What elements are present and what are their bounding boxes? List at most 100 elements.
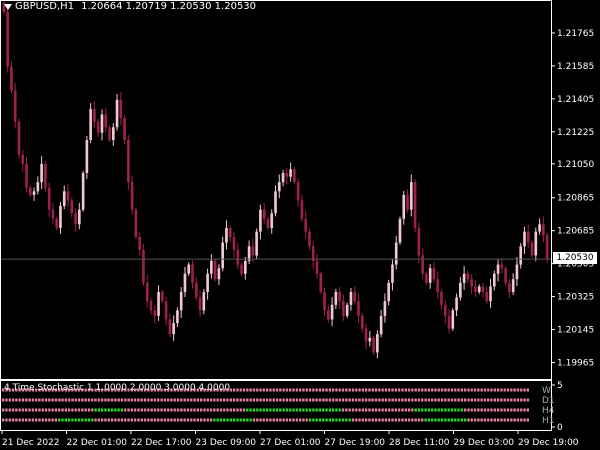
stoch-dot xyxy=(15,408,18,412)
candle-bull xyxy=(349,292,353,305)
stoch-dot xyxy=(520,408,523,412)
stoch-dot xyxy=(355,408,358,412)
stoch-dot xyxy=(440,408,444,412)
stoch-dot xyxy=(137,408,140,412)
candle-bull xyxy=(277,182,281,192)
stoch-dot xyxy=(249,418,252,422)
candle-bear xyxy=(21,154,25,164)
stoch-dot xyxy=(173,408,176,412)
price-tick-label: 1.21405 xyxy=(557,95,594,105)
candle-bear xyxy=(251,246,255,256)
price-tick-label: 1.20145 xyxy=(557,326,594,336)
stoch-dot xyxy=(374,388,378,392)
stoch-dot xyxy=(398,418,401,422)
stoch-dot xyxy=(285,388,289,392)
stoch-dot xyxy=(289,408,292,412)
stoch-dot xyxy=(282,388,285,392)
candle-bull xyxy=(247,246,251,261)
stoch-dot xyxy=(94,408,97,412)
stoch-dot xyxy=(120,398,124,402)
candle-series xyxy=(2,0,549,359)
stoch-dot xyxy=(130,408,133,412)
stoch-dot xyxy=(104,398,107,402)
candle-bear xyxy=(545,235,549,260)
indicator-scale: 50 xyxy=(551,381,563,433)
stoch-dot xyxy=(173,398,176,402)
candle-bull xyxy=(455,297,458,311)
stoch-dot xyxy=(292,408,295,412)
stoch-dot xyxy=(252,398,256,402)
stoch-dot xyxy=(295,388,298,392)
stoch-dot xyxy=(242,408,246,412)
time-tick-label: 27 Dec 19:00 xyxy=(325,438,386,448)
chart-symbol-header[interactable]: GBPUSD,H1 1.20664 1.20719 1.20530 1.2053… xyxy=(4,1,256,12)
stoch-dot xyxy=(384,418,388,422)
stoch-dot xyxy=(213,388,216,392)
stoch-dot xyxy=(421,418,424,422)
stoch-dot xyxy=(325,388,328,392)
stoch-dot xyxy=(417,418,421,422)
stoch-dot xyxy=(130,388,133,392)
stoch-dot xyxy=(305,388,308,392)
stoch-dot xyxy=(38,418,41,422)
stoch-dot xyxy=(450,398,454,402)
price-axis: 1.21765 1.21585 1.21405 1.21225 1.21050 1.208… xyxy=(551,29,594,369)
stoch-dot xyxy=(318,388,322,392)
stoch-dot xyxy=(269,418,272,422)
stoch-dot xyxy=(2,408,5,412)
stoch-dot xyxy=(457,388,460,392)
stoch-dot xyxy=(262,398,265,402)
candle-bear xyxy=(353,292,357,302)
stoch-dot xyxy=(249,398,252,402)
stoch-dot xyxy=(127,418,130,422)
stoch-dot xyxy=(107,388,110,392)
candle-bear xyxy=(28,187,32,195)
candle-bull xyxy=(100,114,104,133)
stoch-dot xyxy=(259,398,262,402)
candle-bear xyxy=(406,194,409,210)
time-tick-label: 28 Dec 11:00 xyxy=(389,438,450,448)
stoch-dot xyxy=(424,418,427,422)
stoch-dot xyxy=(259,418,262,422)
stoch-dot xyxy=(454,408,457,412)
stoch-dot xyxy=(460,398,463,402)
stoch-dot xyxy=(365,398,368,402)
stoch-dot xyxy=(464,418,467,422)
stoch-dot xyxy=(2,398,5,402)
stoch-dot xyxy=(183,418,186,422)
candle-bull xyxy=(274,191,277,214)
stoch-dot xyxy=(520,398,523,402)
stoch-dot xyxy=(190,388,193,392)
stoch-dot xyxy=(226,418,229,422)
candle-bear xyxy=(308,231,311,247)
stoch-dot xyxy=(526,418,529,422)
stoch-dot xyxy=(256,418,259,422)
stoch-dot xyxy=(137,418,140,422)
stoch-dot xyxy=(87,408,91,412)
stoch-dot xyxy=(147,388,150,392)
candle-bull xyxy=(281,173,285,183)
stoch-dot xyxy=(513,408,516,412)
stoch-dot xyxy=(361,398,364,402)
stoch-dot xyxy=(368,388,371,392)
stoch-dot xyxy=(516,388,520,392)
candle-bull xyxy=(489,286,492,302)
chevron-down-icon[interactable] xyxy=(4,3,12,10)
stoch-dot xyxy=(18,418,21,422)
stoch-dot xyxy=(110,418,114,422)
candle-bear xyxy=(266,218,270,228)
stoch-dot xyxy=(252,408,256,412)
stoch-dot xyxy=(97,398,100,402)
stoch-dot xyxy=(279,418,282,422)
stoch-dot xyxy=(457,418,460,422)
candle-bear xyxy=(304,218,307,232)
stoch-dot xyxy=(58,388,61,392)
stoch-dot xyxy=(21,388,25,392)
candle-bull xyxy=(394,242,398,265)
stoch-dot xyxy=(54,408,58,412)
stoch-dot xyxy=(361,408,364,412)
candle-bull xyxy=(78,209,81,225)
candle-bull xyxy=(459,282,462,298)
